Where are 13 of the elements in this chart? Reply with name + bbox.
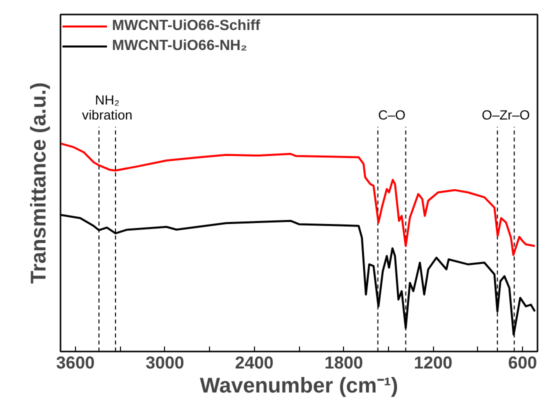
ref-line-label: NH₂ vibration	[82, 92, 132, 123]
legend-label: MWCNT-UiO66-NH₂	[112, 38, 248, 54]
x-tick-label: 3000	[146, 352, 184, 372]
x-tick-label: 2400	[235, 352, 274, 372]
ref-line-label: C–O	[378, 108, 406, 123]
y-axis-title: Transmittance (a.u.)	[26, 82, 50, 284]
x-tick-label: 3600	[56, 352, 95, 372]
ref-line-label: O–Zr–O	[482, 108, 530, 123]
x-axis-title: Wavenumber (cm⁻¹)	[200, 374, 398, 398]
legend-label: MWCNT-UiO66-Schiff	[112, 18, 260, 34]
x-tick-label: 1800	[324, 352, 364, 372]
x-tick-label: 1200	[414, 352, 452, 372]
x-tick-label: 600	[508, 352, 538, 372]
